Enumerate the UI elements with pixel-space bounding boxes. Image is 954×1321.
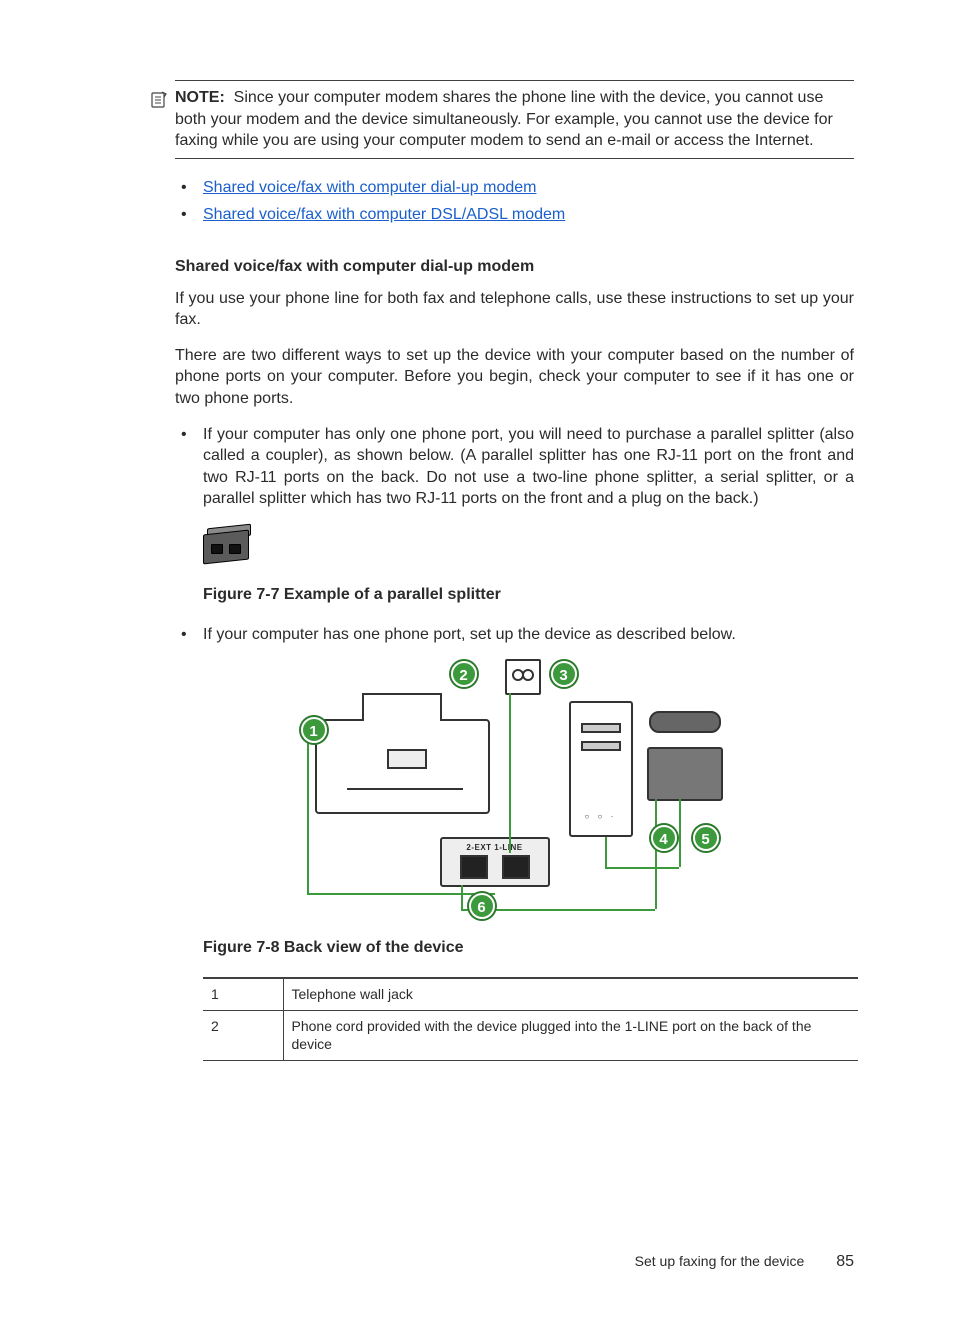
legend-desc-2: Phone cord provided with the device plug… <box>283 1010 858 1061</box>
footer-section: Set up faxing for the device <box>635 1253 805 1269</box>
note-body: Since your computer modem shares the pho… <box>175 89 833 149</box>
ports-icon: 2-EXT 1-LINE <box>440 837 550 887</box>
para-2: There are two different ways to set up t… <box>175 345 854 410</box>
note-icon <box>149 89 169 109</box>
para-1: If you use your phone line for both fax … <box>175 288 854 331</box>
figure-7-8-caption: Figure 7-8 Back view of the device <box>203 937 854 959</box>
ports-label: 2-EXT 1-LINE <box>442 843 548 854</box>
legend-table: 1 Telephone wall jack 2 Phone cord provi… <box>203 977 858 1062</box>
figure-7-7-image <box>203 524 854 566</box>
link-item-dialup: Shared voice/fax with computer dial-up m… <box>175 177 854 199</box>
note-text: NOTE: Since your computer modem shares t… <box>175 87 854 152</box>
section-heading: Shared voice/fax with computer dial-up m… <box>175 256 854 278</box>
legend-desc-1: Telephone wall jack <box>283 978 858 1010</box>
callout-3: 3 <box>551 661 577 687</box>
legend-num-1: 1 <box>203 978 283 1010</box>
legend-num-2: 2 <box>203 1010 283 1061</box>
callout-5: 5 <box>693 825 719 851</box>
footer-page-number: 85 <box>836 1253 854 1270</box>
note-label: NOTE: <box>175 89 225 106</box>
page-footer: Set up faxing for the device 85 <box>635 1251 854 1273</box>
bullet-list-2: If your computer has one phone port, set… <box>175 624 854 646</box>
callout-4: 4 <box>651 825 677 851</box>
callout-2: 2 <box>451 661 477 687</box>
wall-jack-icon <box>505 659 541 695</box>
callout-1: 1 <box>301 717 327 743</box>
figure-7-7-caption: Figure 7-7 Example of a parallel splitte… <box>203 584 854 606</box>
bullet-list-1: If your computer has only one phone port… <box>175 424 854 510</box>
callout-6: 6 <box>469 893 495 919</box>
bullet-1: If your computer has only one phone port… <box>175 424 854 510</box>
parallel-splitter-icon <box>203 524 253 566</box>
back-view-diagram: ○ ○ · 2-EXT 1-LINE 1 2 3 4 5 6 <box>305 659 725 919</box>
table-row: 2 Phone cord provided with the device pl… <box>203 1010 858 1061</box>
figure-7-8-image: ○ ○ · 2-EXT 1-LINE 1 2 3 4 5 6 <box>175 659 854 919</box>
link-dialup[interactable]: Shared voice/fax with computer dial-up m… <box>203 179 537 196</box>
table-row: 1 Telephone wall jack <box>203 978 858 1010</box>
link-item-dsl: Shared voice/fax with computer DSL/ADSL … <box>175 204 854 226</box>
computer-tower-icon: ○ ○ · <box>569 701 633 837</box>
printer-icon <box>315 719 490 814</box>
note-box: NOTE: Since your computer modem shares t… <box>175 80 854 159</box>
telephone-icon <box>647 711 725 801</box>
link-dsl[interactable]: Shared voice/fax with computer DSL/ADSL … <box>203 206 565 223</box>
bullet-2: If your computer has one phone port, set… <box>175 624 854 646</box>
link-list: Shared voice/fax with computer dial-up m… <box>175 177 854 226</box>
